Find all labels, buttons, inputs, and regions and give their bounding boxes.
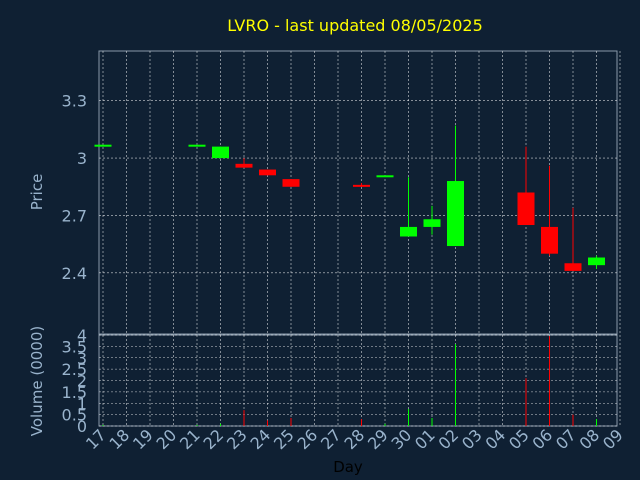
price-tick-label: 2.4 [62, 264, 87, 283]
candle-body [212, 146, 229, 159]
candle-body [188, 144, 206, 147]
volume-tick-label: 1 [77, 394, 87, 413]
candle-body [259, 169, 276, 176]
candle-body [353, 184, 370, 187]
candle-body [376, 175, 394, 178]
price-panel: 2.4 2.7 3 3.3 [62, 50, 621, 335]
volume-tick-label: 2 [77, 372, 87, 391]
candle-body [423, 219, 441, 227]
candle-body [400, 226, 417, 237]
candle-body [235, 163, 253, 168]
volume-panel: 00.511.522.533.5417181920212223242526272… [62, 326, 627, 453]
price-axis-label: Price [28, 174, 46, 211]
volume-tick-label: 3.5 [62, 337, 87, 356]
price-panel-border [98, 50, 618, 335]
volume-tick-label: 0 [77, 417, 87, 436]
candle-body [541, 226, 558, 254]
volume-axis-label: Volume (0000) [28, 326, 46, 436]
x-axis-label: Day [333, 458, 363, 476]
candle-body [588, 257, 605, 266]
candle-body [564, 263, 582, 271]
candle-body [94, 144, 112, 147]
day-tick-label: 09 [599, 425, 627, 453]
volume-tick-label: 4 [77, 326, 87, 345]
price-tick-label: 3 [77, 149, 87, 168]
candle-body [517, 192, 535, 226]
volume-tick-label: 2.5 [62, 360, 87, 379]
candle-body [447, 181, 464, 247]
price-tick-label: 3.3 [62, 92, 87, 111]
volume-tick-label: 3 [77, 349, 87, 368]
price-tick-label: 2.7 [62, 206, 87, 225]
chart-title: LVRO - last updated 08/05/2025 [227, 16, 483, 35]
candle-body [282, 179, 300, 187]
volume-tick-label: 1.5 [62, 383, 87, 402]
volume-tick-label: 0.5 [62, 406, 87, 425]
